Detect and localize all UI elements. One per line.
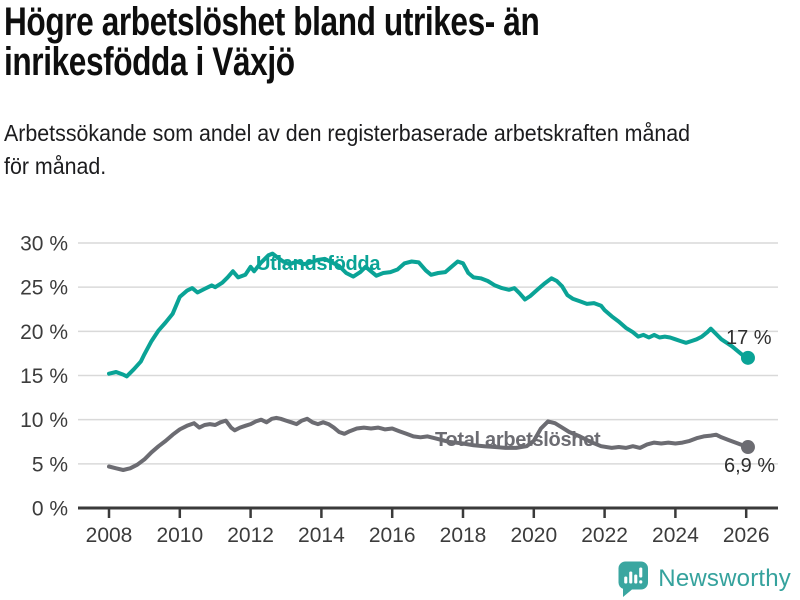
y-tick-label: 0 %: [32, 498, 68, 521]
series-line-utlandsfodda: [107, 251, 750, 379]
x-tick-label: 2022: [581, 524, 628, 547]
y-tick-label: 15 %: [20, 365, 68, 388]
chart-subtitle-line-2: för månad.: [4, 153, 107, 179]
end-value-label-utlandsfodda: 17 %: [726, 327, 772, 349]
x-tick-label: 2010: [156, 524, 203, 547]
chart-title: Högre arbetslöshet bland utrikes- än inr…: [4, 0, 540, 84]
y-tick-label: 5 %: [32, 453, 68, 476]
series-endpoint-dot-utlandsfodda: [740, 350, 755, 365]
x-tick-label: 2014: [298, 524, 345, 547]
chart-subtitle: Arbetssökande som andel av den registerb…: [4, 117, 690, 183]
newsworthy-logo: Newsworthy: [618, 561, 791, 597]
series-label-total: Total arbetslöshet: [435, 429, 601, 451]
x-tick-label: 2008: [86, 524, 133, 547]
x-tick-label: 2020: [510, 524, 557, 547]
x-tick-label: 2024: [652, 524, 699, 547]
y-tick-label: 10 %: [20, 409, 68, 432]
y-tick-label: 30 %: [20, 233, 68, 256]
bar-chart-speech-bubble-icon: [618, 561, 649, 597]
x-tick-label: 2016: [369, 524, 416, 547]
x-tick-label: 2026: [723, 524, 770, 547]
line-chart: 2008 2010 2012 2014 2016 2018 2020 2022 2024 2026…: [20, 233, 778, 547]
x-tick-label: 2018: [440, 524, 487, 547]
chart-area: 2008 2010 2012 2014 2016 2018 2020 2022 2024 2026…: [0, 225, 800, 560]
series-line-total: [107, 415, 750, 472]
y-tick-label: 20 %: [20, 321, 68, 344]
chart-title-line-2: inrikesfödda i Växjö: [4, 40, 295, 84]
end-value-label-total: 6,9 %: [724, 455, 775, 477]
y-tick-label: 25 %: [20, 277, 68, 300]
series-endpoint-dot-total: [740, 440, 755, 455]
series-label-utlandsfodda: Utlandsfödda: [256, 253, 381, 275]
x-tick-label: 2012: [227, 524, 274, 547]
chart-subtitle-line-1: Arbetssökande som andel av den registerb…: [4, 120, 691, 146]
newsworthy-wordmark: Newsworthy: [658, 565, 791, 592]
chart-title-line-1: Högre arbetslöshet bland utrikes- än: [4, 0, 540, 44]
